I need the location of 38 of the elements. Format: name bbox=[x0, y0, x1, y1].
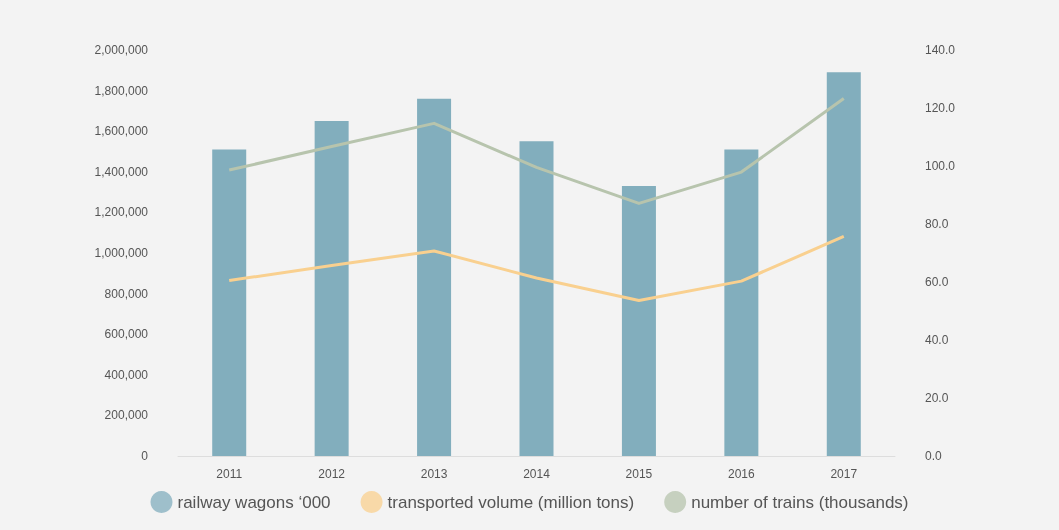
y2-tick-label: 20.0 bbox=[925, 391, 949, 405]
line-series bbox=[227, 234, 846, 303]
x-tick-label: 2013 bbox=[420, 467, 448, 481]
bar bbox=[417, 98, 452, 456]
bar bbox=[314, 121, 349, 456]
y-tick-label: 1,000,000 bbox=[94, 246, 149, 260]
bar bbox=[724, 149, 759, 456]
y2-tick-label: 40.0 bbox=[925, 333, 949, 347]
y2-tick-label: 120.0 bbox=[925, 101, 956, 115]
y2-tick-label: 60.0 bbox=[925, 275, 949, 289]
y-tick-label: 1,200,000 bbox=[94, 205, 149, 220]
legend-label: transported volume (million tons) bbox=[387, 492, 635, 512]
y-tick-label: 200,000 bbox=[104, 408, 149, 423]
y2-tick-label: 0.0 bbox=[925, 449, 943, 463]
line-series bbox=[227, 96, 846, 205]
y-tick-label: 2,000,000 bbox=[94, 43, 149, 57]
x-tick-label: 2011 bbox=[216, 467, 243, 481]
y-tick-label: 0 bbox=[141, 449, 149, 463]
x-tick-label: 2016 bbox=[728, 467, 756, 481]
x-tick-label: 2014 bbox=[523, 467, 551, 481]
bar bbox=[621, 186, 656, 456]
y-tick-label: 600,000 bbox=[104, 327, 149, 342]
y-tick-label: 1,800,000 bbox=[94, 83, 149, 98]
y2-tick-label: 100.0 bbox=[925, 159, 956, 173]
y2-tick-label: 80.0 bbox=[925, 217, 949, 231]
y2-tick-label: 140.0 bbox=[925, 43, 956, 57]
y-tick-label: 800,000 bbox=[104, 286, 149, 301]
y-tick-label: 1,600,000 bbox=[94, 124, 149, 139]
bar bbox=[826, 72, 861, 456]
x-tick-label: 2017 bbox=[830, 467, 858, 481]
x-tick-label: 2015 bbox=[625, 467, 653, 481]
bar bbox=[212, 149, 247, 456]
y-tick-label: 400,000 bbox=[104, 367, 149, 382]
legend-label: number of trains (thousands) bbox=[691, 492, 909, 512]
x-tick-label: 2012 bbox=[318, 467, 346, 481]
y-tick-label: 1,400,000 bbox=[94, 164, 149, 179]
legend-label: railway wagons ‘000 bbox=[177, 492, 331, 512]
bar bbox=[519, 141, 554, 456]
